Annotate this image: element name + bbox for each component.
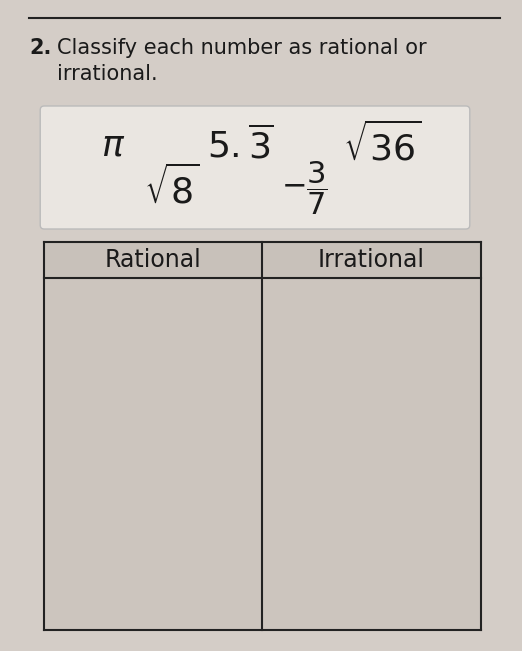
Bar: [44, 242, 481, 630]
FancyBboxPatch shape: [40, 106, 470, 229]
Text: Classify each number as rational or
irrational.: Classify each number as rational or irra…: [57, 38, 426, 83]
Text: $\sqrt{36}$: $\sqrt{36}$: [343, 122, 422, 168]
Text: Rational: Rational: [105, 248, 201, 272]
Text: 2.: 2.: [29, 38, 52, 58]
Text: $-\dfrac{3}{7}$: $-\dfrac{3}{7}$: [280, 159, 327, 217]
Text: $\pi$: $\pi$: [101, 128, 125, 162]
Text: $\sqrt{8}$: $\sqrt{8}$: [144, 165, 199, 211]
Text: $5.\overline{3}$: $5.\overline{3}$: [207, 125, 274, 165]
Bar: [44, 242, 481, 278]
Text: Irrational: Irrational: [318, 248, 425, 272]
